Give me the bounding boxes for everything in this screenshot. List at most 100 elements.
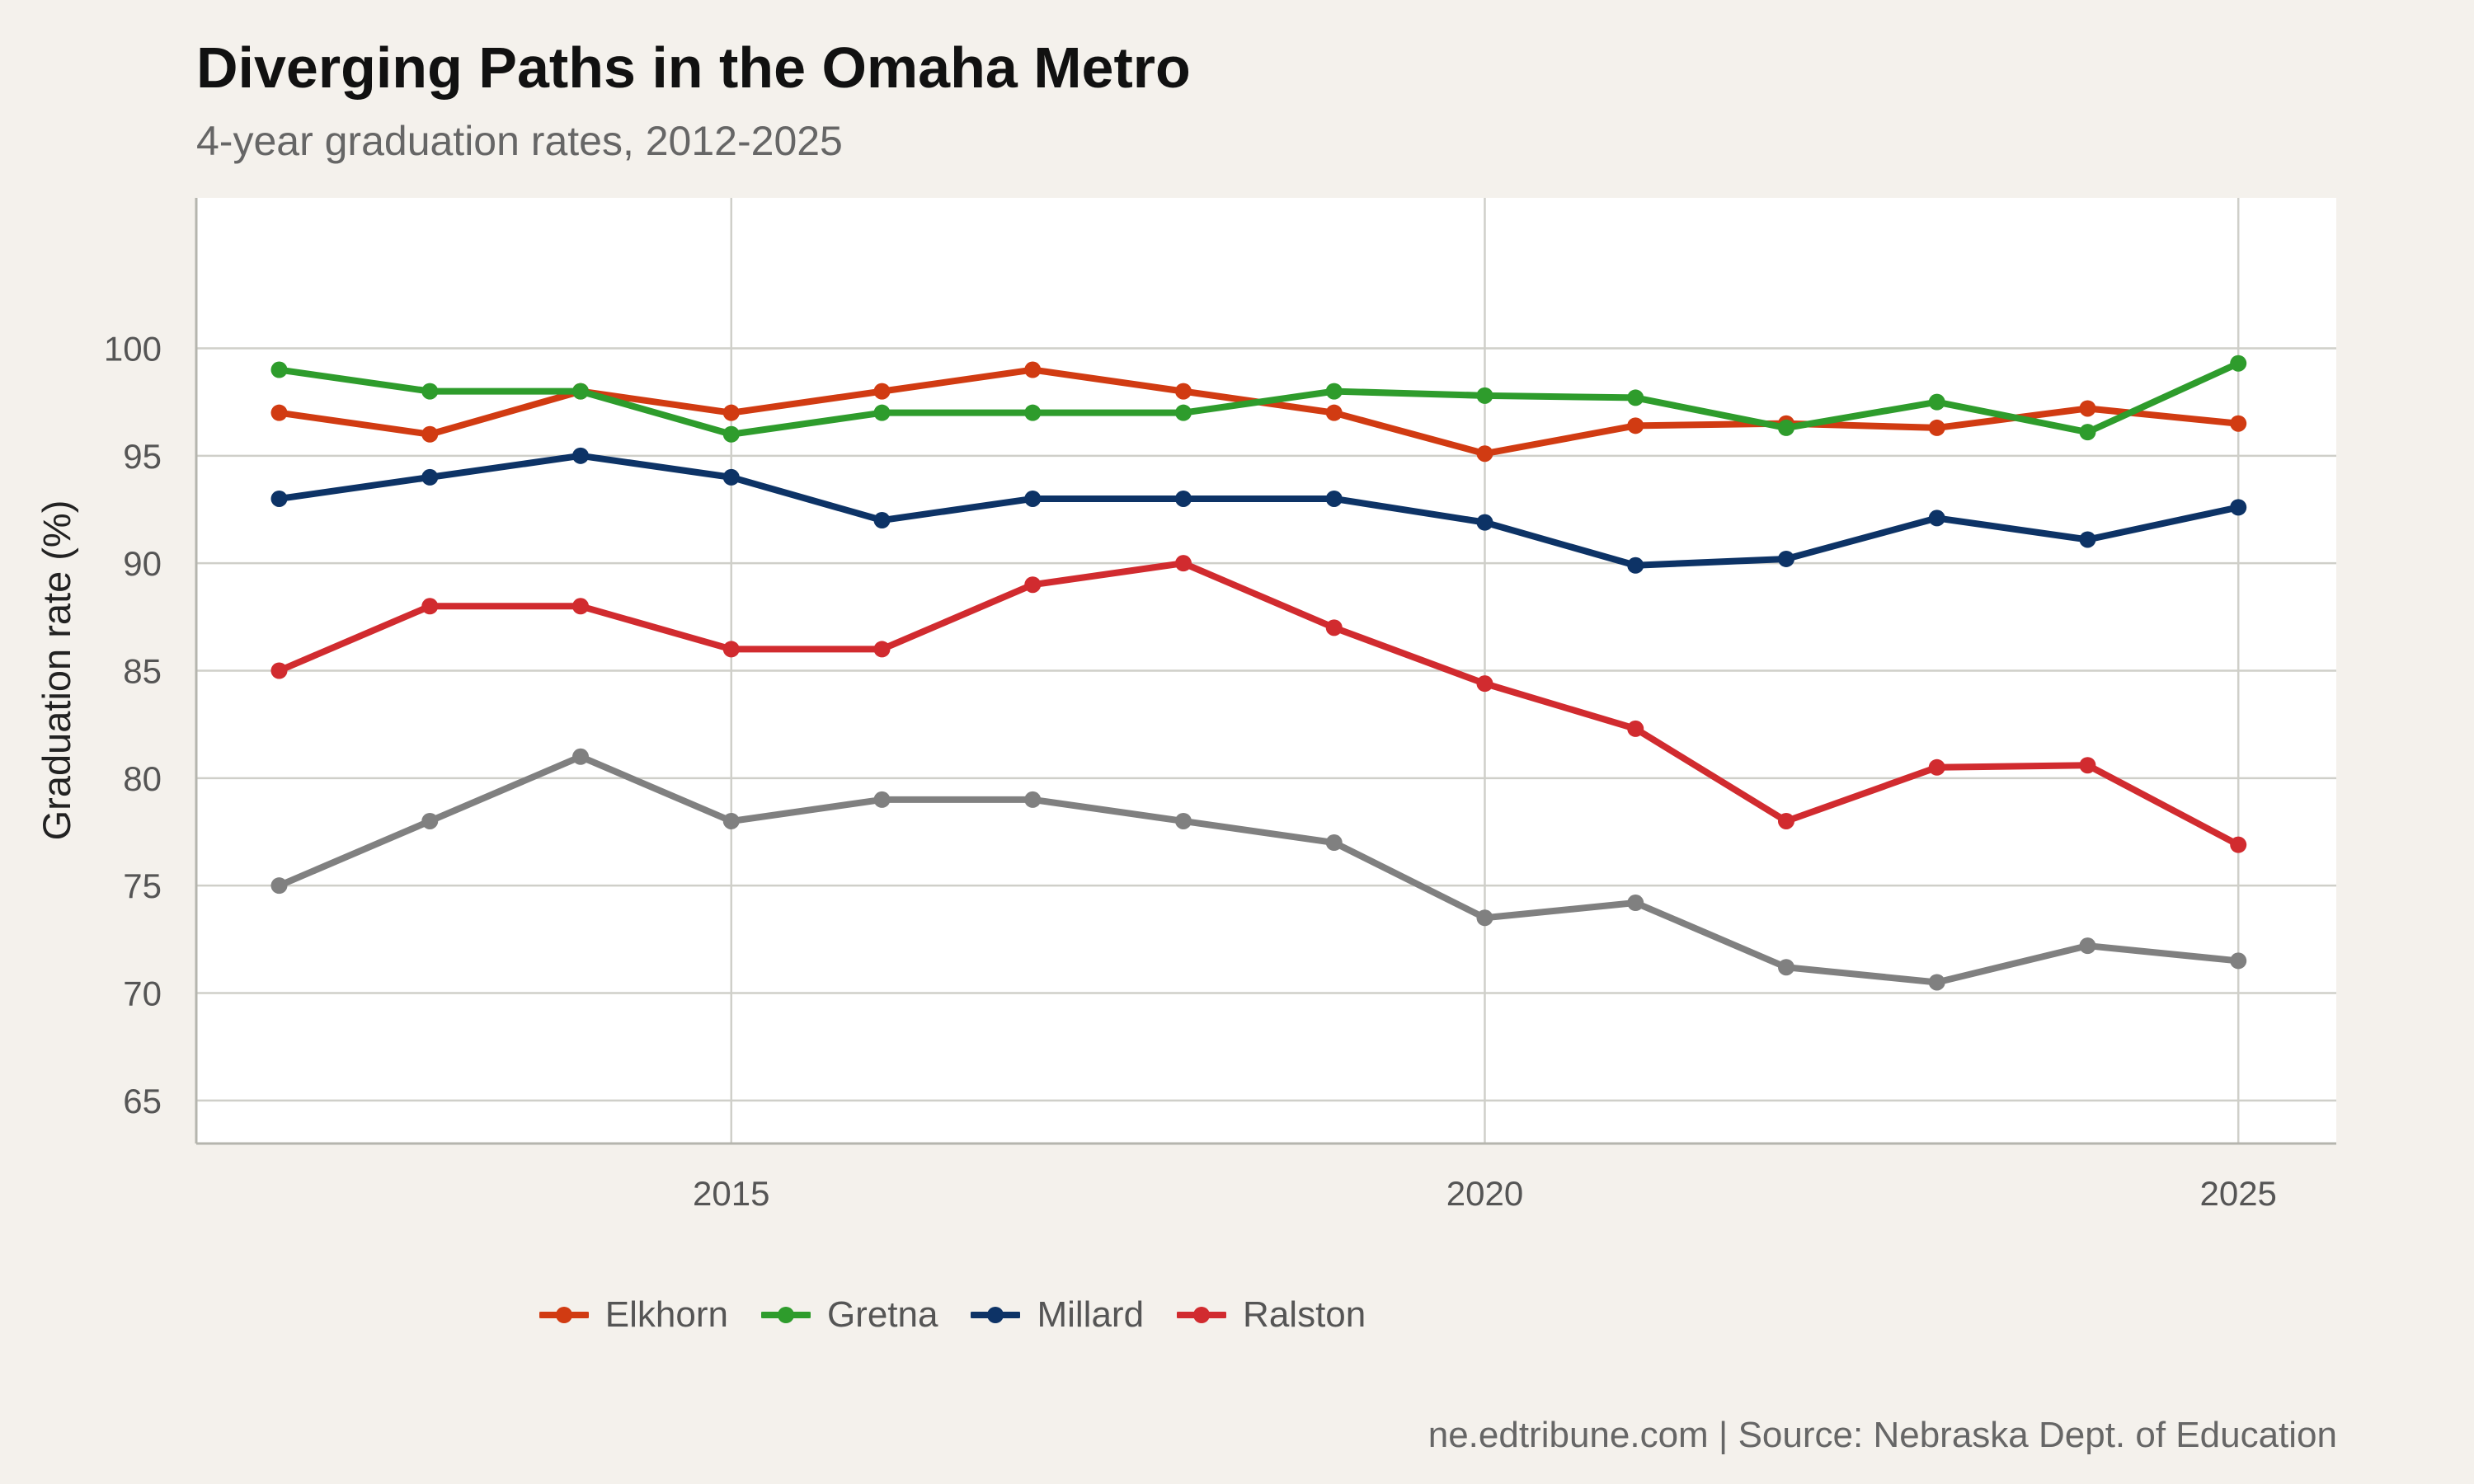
data-point-ralston (873, 641, 891, 658)
y-tick-label: 70 (123, 974, 162, 1013)
legend-label: Ralston (1243, 1294, 1366, 1335)
legend-label: Gretna (826, 1294, 938, 1335)
data-point-gretna (1476, 387, 1493, 404)
data-point-gretna (2230, 355, 2247, 372)
data-point-unlabeled (1024, 791, 1042, 808)
legend: Elkhorn Gretna Millard Ralston (0, 1294, 1905, 1336)
y-tick-label: 100 (104, 329, 162, 368)
y-tick-label: 75 (123, 866, 162, 905)
data-point-millard (1174, 490, 1192, 507)
data-point-gretna (1024, 404, 1042, 421)
series-gretna (270, 355, 2247, 443)
data-point-ralston (421, 598, 439, 615)
legend-key-elkhorn (539, 1307, 589, 1323)
chart-subtitle: 4-year graduation rates, 2012-2025 (196, 118, 843, 164)
x-tick-label: 2020 (1446, 1174, 1523, 1213)
data-point-ralston (270, 662, 288, 679)
data-point-millard (873, 512, 891, 529)
data-point-elkhorn (2230, 415, 2247, 432)
data-point-ralston (2230, 836, 2247, 853)
data-point-gretna (1174, 404, 1192, 421)
chart-title: Diverging Paths in the Omaha Metro (196, 35, 1191, 100)
data-point-millard (1627, 556, 1644, 574)
legend-item-gretna: Gretna (760, 1294, 938, 1336)
data-point-elkhorn (1476, 445, 1493, 463)
data-point-gretna (1777, 419, 1794, 436)
data-point-gretna (873, 404, 891, 421)
data-point-elkhorn (873, 383, 891, 400)
data-point-elkhorn (1627, 417, 1644, 434)
y-tick-label: 80 (123, 759, 162, 798)
data-point-elkhorn (421, 425, 439, 443)
data-point-elkhorn (722, 404, 740, 421)
tick-labels: 65 70 75 80 85 90 95 100 2015 2020 2025 (104, 329, 2277, 1213)
data-point-gretna (1325, 383, 1343, 400)
data-point-millard (1928, 510, 1945, 527)
data-point-unlabeled (270, 877, 288, 895)
data-point-unlabeled (572, 748, 590, 765)
legend-item-millard: Millard (971, 1294, 1144, 1336)
data-point-gretna (2079, 424, 2096, 441)
data-point-millard (572, 447, 590, 464)
series-millard (270, 447, 2247, 574)
legend-key-millard (971, 1307, 1021, 1323)
data-point-ralston (1325, 619, 1343, 636)
data-point-millard (1476, 514, 1493, 531)
y-tick-label: 95 (123, 437, 162, 476)
data-point-unlabeled (1777, 959, 1794, 976)
data-point-unlabeled (2079, 937, 2096, 955)
data-point-millard (421, 468, 439, 486)
data-point-gretna (270, 361, 288, 378)
data-point-ralston (1476, 675, 1493, 693)
data-point-millard (1777, 550, 1794, 567)
y-tick-label: 85 (123, 652, 162, 691)
data-point-unlabeled (2230, 952, 2247, 970)
legend-key-gretna (760, 1307, 811, 1323)
series-line-millard (275, 452, 2242, 569)
data-point-millard (2079, 531, 2096, 548)
data-point-millard (270, 490, 288, 507)
data-point-millard (1024, 490, 1042, 507)
data-point-unlabeled (1325, 834, 1343, 852)
data-point-millard (2230, 499, 2247, 516)
series-lines (270, 355, 2247, 991)
series-line-unlabeled (275, 753, 2242, 986)
series-line-ralston (275, 560, 2242, 848)
data-point-ralston (1627, 720, 1644, 737)
source-caption: ne.edtribune.com | Source: Nebraska Dept… (1427, 1415, 2337, 1455)
series-unlabeled (270, 748, 2247, 991)
legend-item-elkhorn: Elkhorn (539, 1294, 728, 1336)
data-point-elkhorn (1325, 404, 1343, 421)
data-point-elkhorn (1174, 383, 1192, 400)
grid-lines (196, 198, 2336, 1144)
data-point-gretna (1928, 393, 1945, 411)
data-point-millard (1325, 490, 1343, 507)
data-point-elkhorn (1928, 419, 1945, 436)
x-tick-label: 2015 (693, 1174, 769, 1213)
data-point-ralston (1174, 555, 1192, 572)
data-point-gretna (722, 425, 740, 443)
data-point-unlabeled (873, 791, 891, 808)
data-point-ralston (1024, 576, 1042, 594)
data-point-ralston (572, 598, 590, 615)
data-point-unlabeled (421, 812, 439, 829)
series-ralston (270, 555, 2247, 853)
legend-label: Elkhorn (604, 1294, 728, 1335)
data-point-ralston (1928, 758, 1945, 776)
data-point-elkhorn (270, 404, 288, 421)
legend-label: Millard (1037, 1294, 1145, 1335)
x-tick-label: 2025 (2199, 1174, 2276, 1213)
legend-item-ralston: Ralston (1177, 1294, 1366, 1336)
y-axis-label: Graduation rate (%) (35, 500, 78, 841)
data-point-ralston (722, 641, 740, 658)
series-line-gretna (275, 359, 2242, 438)
data-point-unlabeled (1928, 974, 1945, 991)
data-point-elkhorn (2079, 400, 2096, 417)
data-point-gretna (1627, 389, 1644, 406)
data-point-unlabeled (1174, 812, 1192, 829)
legend-key-ralston (1177, 1307, 1227, 1323)
data-point-ralston (1777, 812, 1794, 829)
data-point-unlabeled (1627, 895, 1644, 912)
data-point-unlabeled (722, 812, 740, 829)
